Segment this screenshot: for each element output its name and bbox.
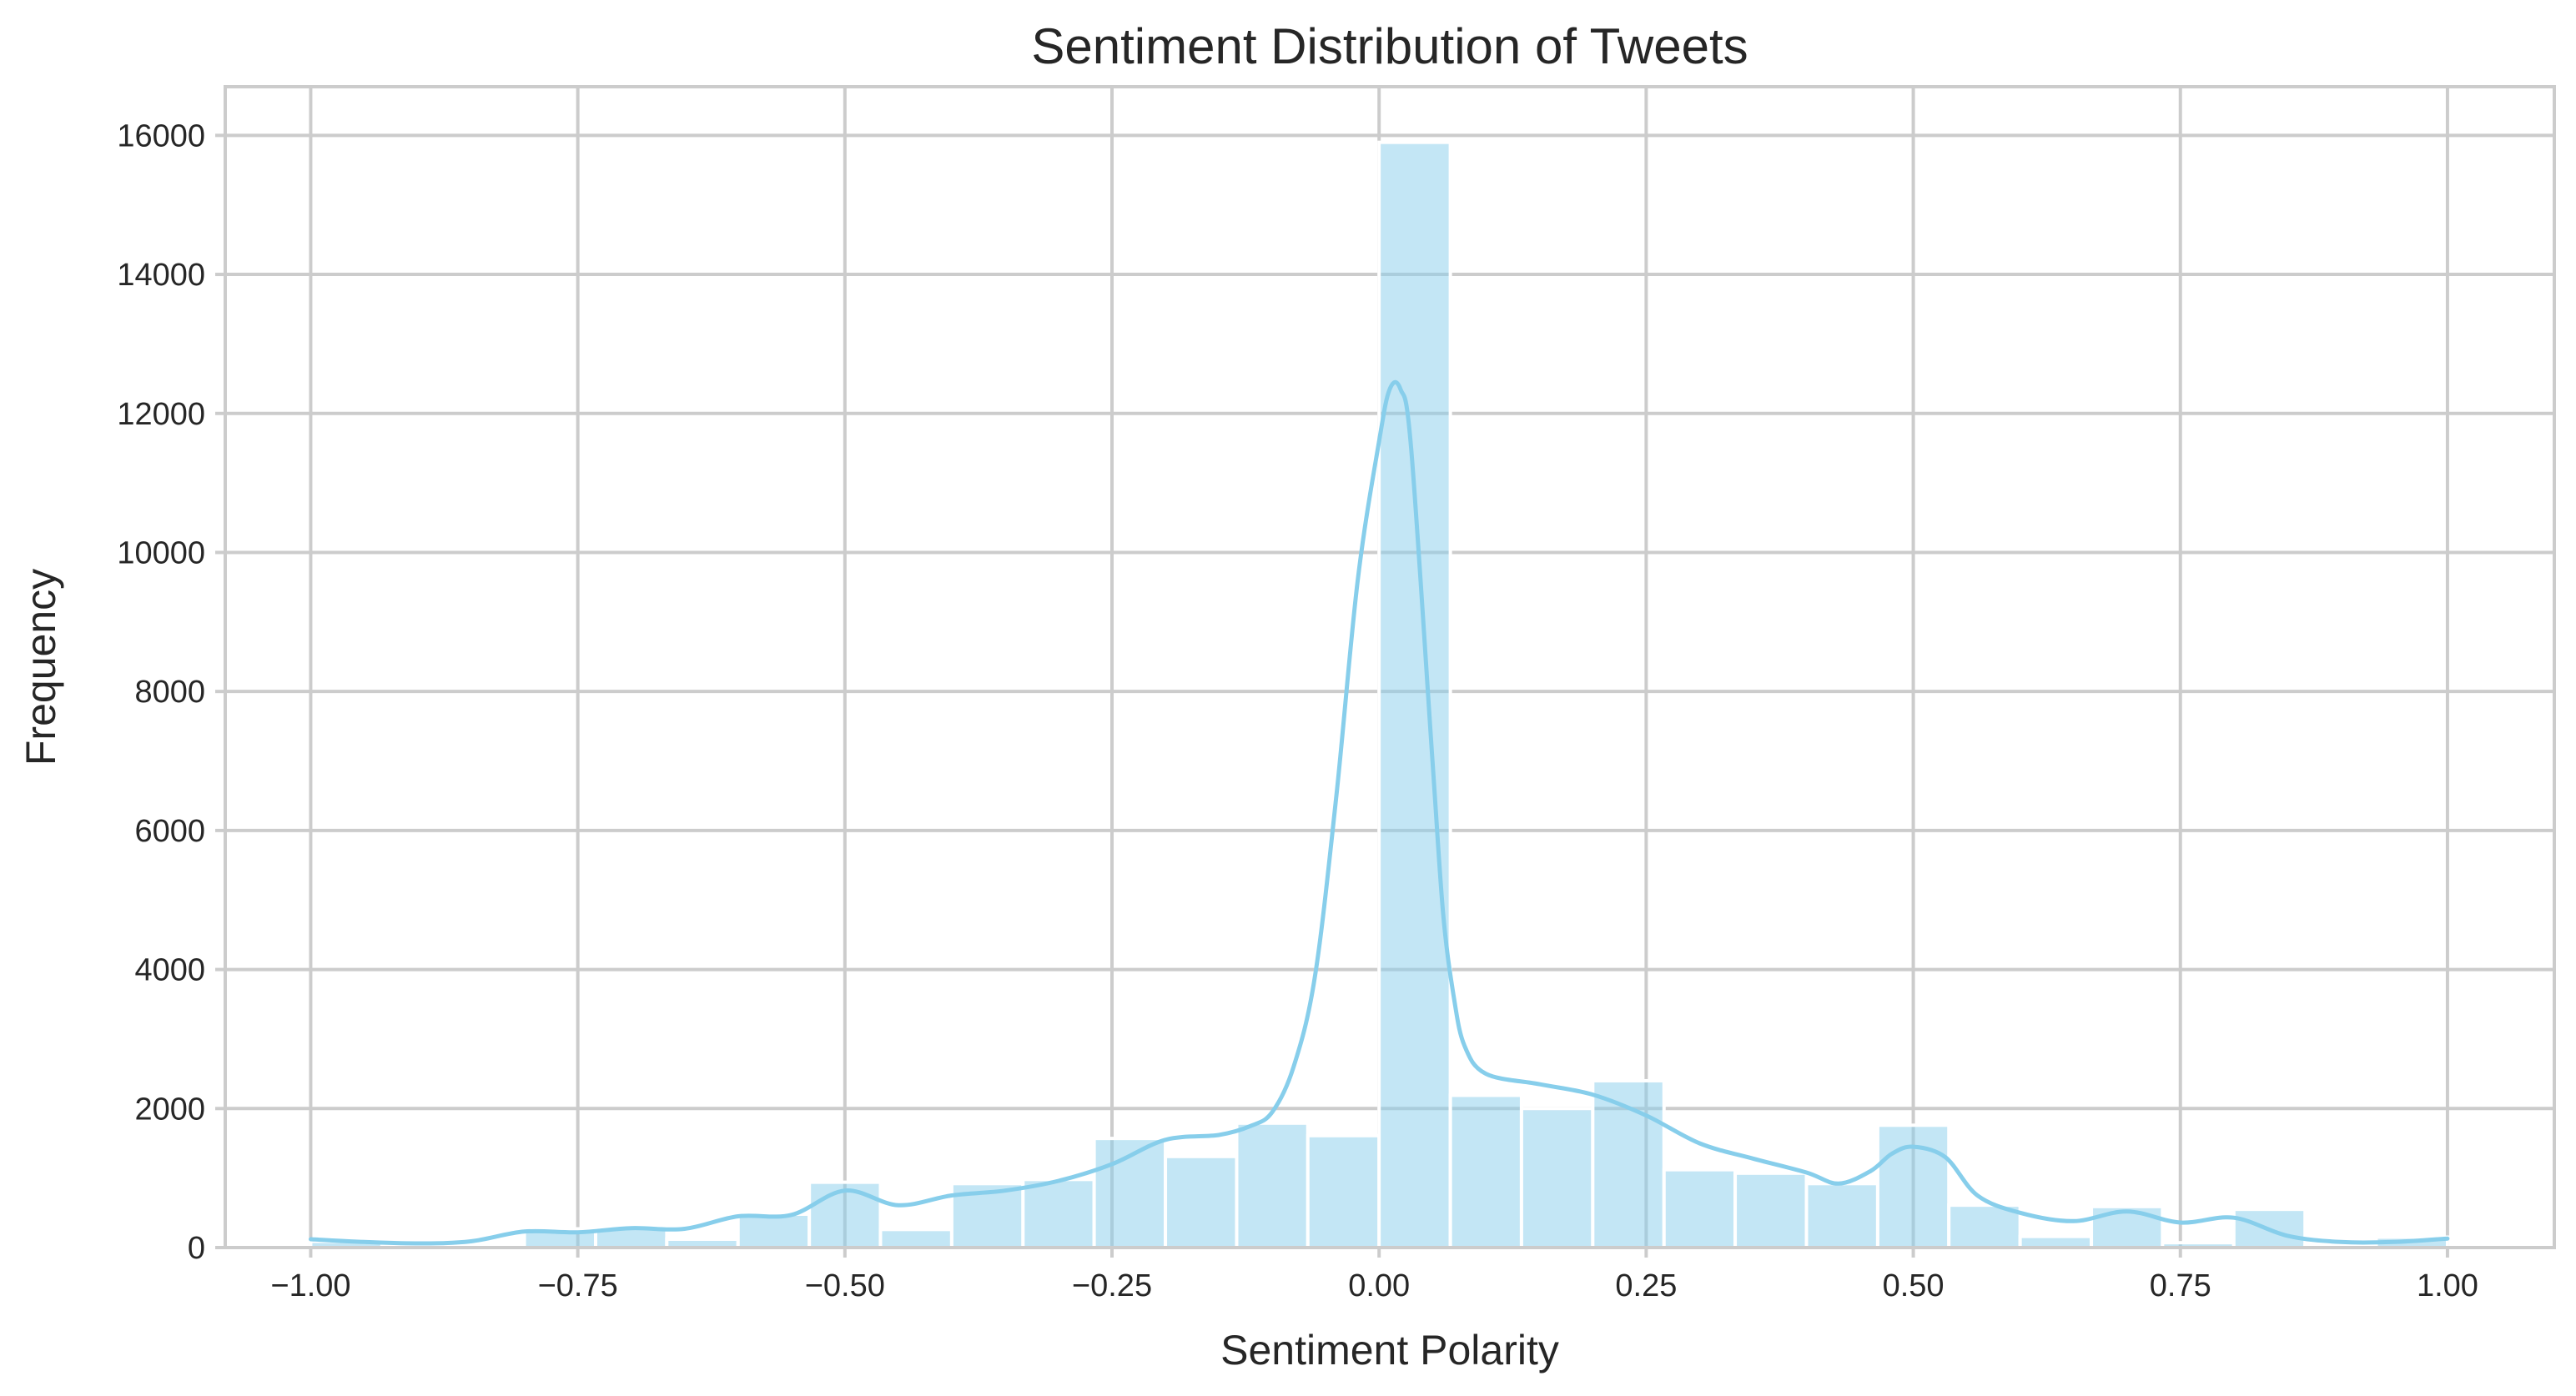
histogram-bar-6 [736, 1212, 812, 1250]
histogram-bar-15 [1377, 140, 1452, 1250]
y-tick-label-6: 12000 [117, 397, 205, 432]
x-tick-label-6: 0.50 [1883, 1268, 1945, 1303]
x-tick-label-1: −0.75 [538, 1268, 618, 1303]
histogram-bar-8 [878, 1228, 953, 1249]
histogram-bar-21 [1804, 1182, 1879, 1249]
y-tick-label-2: 4000 [134, 953, 205, 988]
x-tick-label-2: −0.50 [805, 1268, 885, 1303]
x-axis-ticks: −1.00 −0.75 −0.50 −0.25 0.00 0.25 0.50 0.75 1.00 [270, 1248, 2478, 1303]
histogram-bar-17 [1519, 1107, 1595, 1250]
x-tick-label-5: 0.25 [1615, 1268, 1677, 1303]
histogram-bar-12 [1164, 1154, 1239, 1249]
histogram-bar-13 [1235, 1121, 1310, 1249]
y-axis-label: Frequency [18, 569, 64, 766]
y-tick-label-3: 6000 [134, 814, 205, 849]
histogram-bars [309, 140, 2449, 1250]
y-axis-ticks: 0 2000 4000 6000 8000 10000 12000 14000 16000 [117, 118, 225, 1266]
y-tick-label-0: 0 [188, 1231, 205, 1266]
histogram-bar-10 [1021, 1178, 1096, 1249]
histogram-bar-19 [1662, 1168, 1738, 1249]
kde-curve [309, 379, 2450, 1246]
histogram-bar-24 [2018, 1234, 2094, 1249]
y-tick-label-5: 10000 [117, 535, 205, 570]
y-tick-label-4: 8000 [134, 675, 205, 710]
chart-title: Sentiment Distribution of Tweets [1031, 18, 1748, 74]
x-tick-label-3: −0.25 [1072, 1268, 1152, 1303]
plot-frame [224, 85, 2556, 1249]
y-tick-label-8: 16000 [117, 118, 205, 153]
y-tick-label-7: 14000 [117, 258, 205, 293]
histogram-bar-14 [1306, 1133, 1381, 1249]
y-tick-label-1: 2000 [134, 1092, 205, 1127]
histogram-bar-20 [1733, 1171, 1809, 1250]
histogram-bar-16 [1448, 1093, 1523, 1250]
x-tick-label-4: 0.00 [1348, 1268, 1410, 1303]
histogram-bar-22 [1875, 1123, 1951, 1250]
x-axis-label: Sentiment Polarity [1220, 1327, 1559, 1373]
x-tick-label-7: 0.75 [2150, 1268, 2211, 1303]
x-tick-label-8: 1.00 [2417, 1268, 2478, 1303]
x-tick-label-0: −1.00 [270, 1268, 350, 1303]
